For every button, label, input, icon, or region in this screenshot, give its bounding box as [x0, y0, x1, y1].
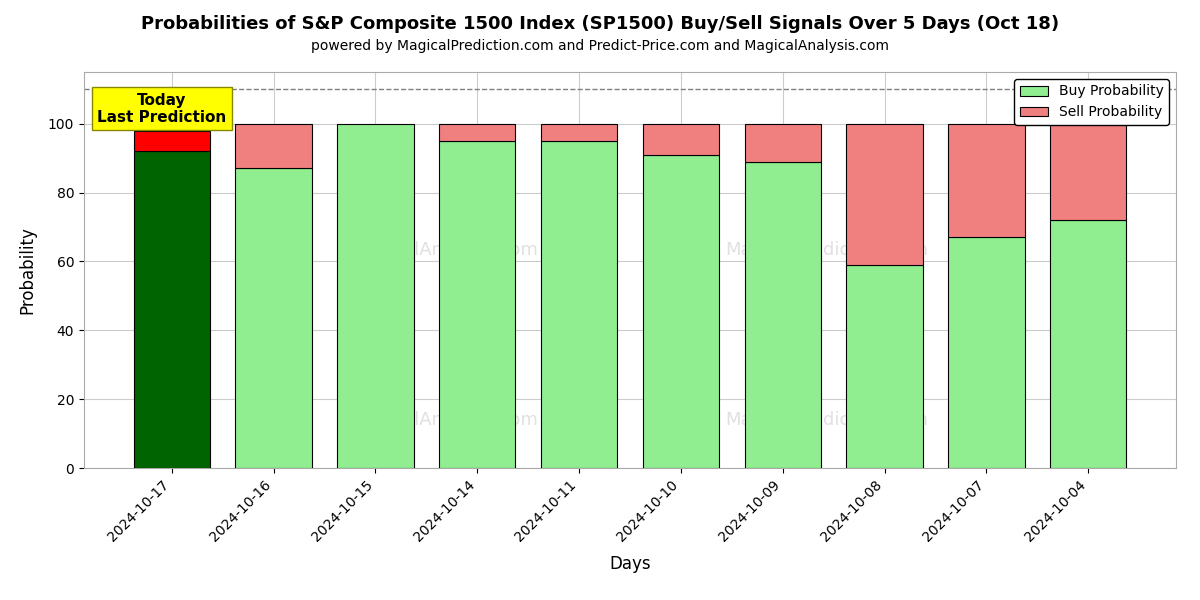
Y-axis label: Probability: Probability [19, 226, 37, 314]
Bar [643, 124, 719, 155]
Bar [846, 124, 923, 265]
Text: MagicalPrediction.com: MagicalPrediction.com [725, 241, 928, 259]
Bar [133, 131, 210, 151]
Bar [235, 124, 312, 169]
Text: MagicalPrediction.com: MagicalPrediction.com [725, 412, 928, 430]
Text: Today
Last Prediction: Today Last Prediction [97, 92, 227, 125]
Bar [1050, 124, 1127, 220]
Bar [643, 155, 719, 468]
Bar [744, 161, 821, 468]
Text: powered by MagicalPrediction.com and Predict-Price.com and MagicalAnalysis.com: powered by MagicalPrediction.com and Pre… [311, 39, 889, 53]
Bar [337, 124, 414, 468]
X-axis label: Days: Days [610, 556, 650, 574]
Text: MagicalAnalysis.com: MagicalAnalysis.com [350, 412, 539, 430]
Bar [439, 141, 516, 468]
Bar [133, 151, 210, 468]
Bar [235, 169, 312, 468]
Bar [948, 237, 1025, 468]
Text: Probabilities of S&P Composite 1500 Index (SP1500) Buy/Sell Signals Over 5 Days : Probabilities of S&P Composite 1500 Inde… [140, 15, 1060, 33]
Bar [541, 141, 617, 468]
Bar [948, 124, 1025, 237]
Bar [1050, 220, 1127, 468]
Bar [541, 124, 617, 141]
Legend: Buy Probability, Sell Probability: Buy Probability, Sell Probability [1014, 79, 1169, 125]
Bar [439, 124, 516, 141]
Bar [744, 124, 821, 161]
Bar [846, 265, 923, 468]
Text: MagicalAnalysis.com: MagicalAnalysis.com [350, 241, 539, 259]
